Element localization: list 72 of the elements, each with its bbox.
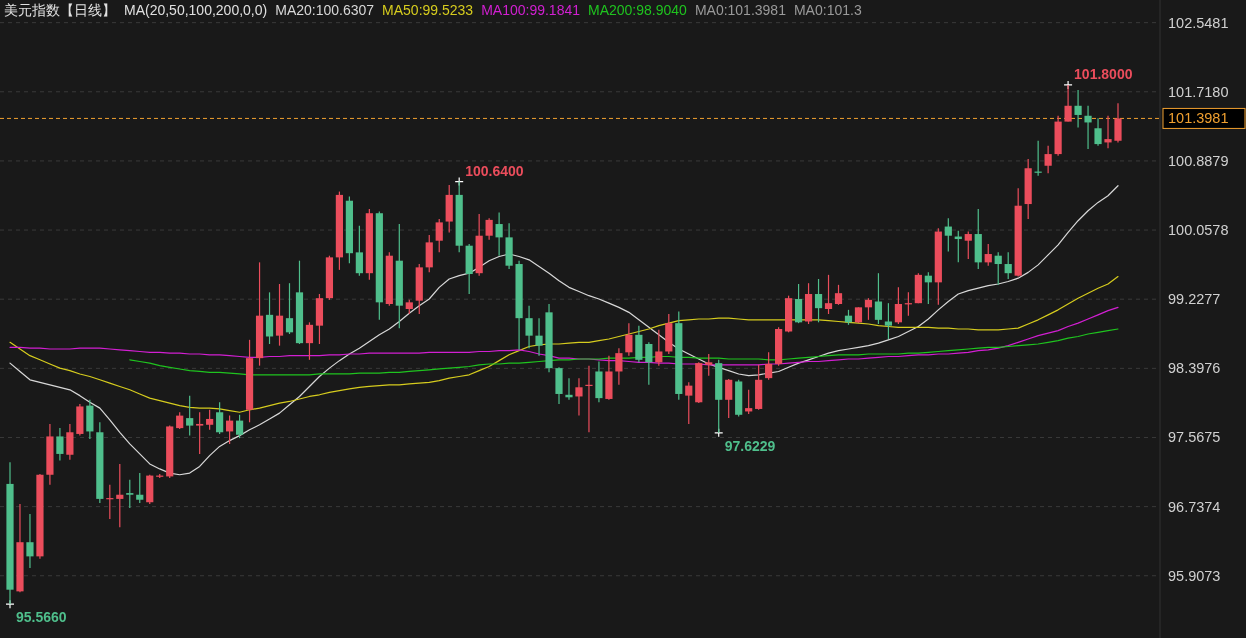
candlestick	[495, 211, 503, 257]
candlestick	[435, 218, 443, 253]
annotation: MA(20,50,100,200,0,0)	[124, 2, 268, 18]
candlestick	[824, 274, 833, 315]
candlestick	[126, 479, 134, 509]
candlestick	[834, 284, 843, 306]
candlestick	[1074, 89, 1082, 129]
candlestick	[994, 251, 1002, 286]
candlestick	[136, 472, 144, 504]
candlestick	[285, 282, 294, 335]
candlestick	[884, 302, 893, 340]
y-tick-label: 95.9073	[1168, 567, 1221, 584]
y-tick-label: 99.2277	[1168, 291, 1221, 308]
text: MA20:100.6307	[275, 2, 375, 18]
y-tick-label: 98.3976	[1168, 360, 1221, 377]
y-tick-label: 102.5481	[1168, 14, 1229, 31]
candlestick	[765, 351, 773, 381]
y-tick-label: 97.5675	[1168, 429, 1221, 446]
annotation: 100.6400	[465, 162, 524, 179]
candlestick	[116, 463, 124, 528]
candlestick	[1004, 251, 1012, 280]
candlestick	[235, 414, 244, 439]
candlestick	[964, 230, 972, 260]
candlestick	[206, 409, 214, 431]
candlestick	[485, 217, 493, 241]
candlestick	[645, 341, 653, 386]
candlestick	[305, 321, 314, 361]
candlestick	[1094, 117, 1102, 147]
annotation: MA0:101.3981	[694, 2, 787, 18]
y-tick-label: 96.7374	[1168, 498, 1221, 515]
candlestick	[265, 291, 274, 345]
candlestick	[186, 395, 194, 437]
candlestick	[874, 272, 883, 325]
candlestick	[814, 278, 823, 323]
text: MA200:98.9040	[588, 2, 688, 18]
candlestick	[725, 378, 733, 419]
candlestick	[705, 353, 713, 377]
candlestick	[864, 297, 873, 321]
candlestick	[1104, 115, 1112, 149]
y-tick-label: 100.0578	[1168, 222, 1229, 239]
candlestick	[794, 283, 803, 324]
candlestick	[575, 377, 583, 417]
y-tick-label: 100.8879	[1168, 152, 1229, 169]
ref-line-label: 101.3981	[1168, 110, 1229, 127]
candlestick	[275, 283, 284, 347]
candlestick	[355, 225, 363, 277]
candlestick	[984, 243, 992, 267]
candlestick	[535, 317, 543, 357]
candlestick	[625, 322, 633, 357]
candlestick	[615, 347, 623, 386]
candlestick	[1044, 145, 1052, 174]
annotation: MA0:101.3	[793, 2, 862, 18]
annotation: 101.8000	[1074, 65, 1133, 82]
candlestick	[1114, 102, 1122, 144]
annotation: 97.6229	[724, 437, 776, 454]
candlestick	[655, 329, 663, 367]
candlestick	[196, 411, 204, 455]
candlestick	[216, 401, 224, 435]
text: MA50:99.5233	[382, 2, 474, 18]
candlestick	[685, 381, 693, 425]
candlestick	[1084, 105, 1092, 150]
text: MA100:99.1841	[481, 2, 581, 18]
y-tick-label: 101.7180	[1168, 83, 1229, 100]
candlestick	[226, 415, 234, 445]
annotation: 95.5660	[16, 609, 67, 626]
candlestick	[944, 217, 952, 253]
candlestick	[56, 427, 64, 462]
candlestick	[66, 423, 74, 461]
candlestick	[26, 513, 34, 569]
candlestick	[525, 305, 533, 349]
chart-title: 美元指数【日线】	[4, 2, 116, 18]
candlestick	[894, 286, 902, 325]
